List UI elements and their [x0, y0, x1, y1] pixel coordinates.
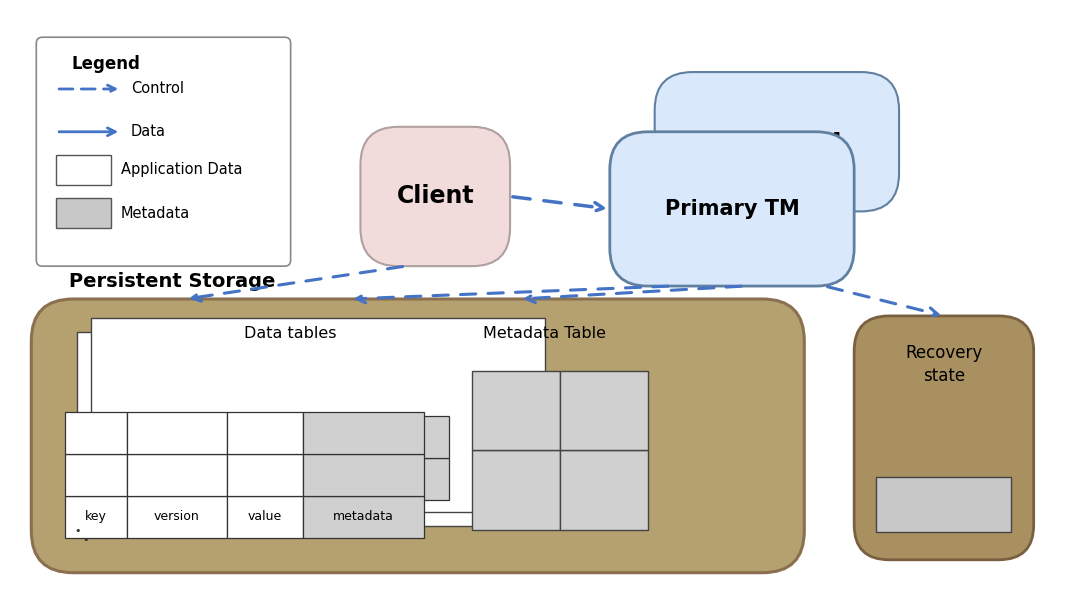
FancyBboxPatch shape — [655, 72, 899, 212]
Bar — [127, 454, 227, 496]
Text: Data tables: Data tables — [244, 327, 337, 342]
Text: Client: Client — [397, 185, 474, 209]
Text: metadata: metadata — [358, 473, 419, 486]
Bar — [65, 412, 127, 454]
Bar — [227, 412, 303, 454]
FancyBboxPatch shape — [31, 299, 804, 573]
Text: metadata: metadata — [333, 511, 393, 523]
Text: •: • — [82, 535, 88, 545]
Text: value: value — [273, 473, 307, 486]
Text: Recovery
state: Recovery state — [905, 344, 983, 386]
Bar — [227, 496, 303, 538]
Text: value: value — [247, 511, 281, 523]
Bar — [152, 417, 252, 458]
FancyBboxPatch shape — [360, 127, 510, 266]
Bar — [472, 451, 560, 530]
Text: Application Data: Application Data — [122, 162, 243, 177]
Text: Legend: Legend — [71, 55, 140, 73]
Text: •: • — [74, 526, 80, 536]
Text: Metadata: Metadata — [122, 206, 191, 221]
Bar — [56, 198, 111, 228]
Bar — [327, 458, 449, 500]
Text: Control: Control — [131, 82, 184, 97]
Text: key: key — [85, 511, 107, 523]
FancyBboxPatch shape — [610, 132, 854, 286]
Bar — [91, 458, 152, 500]
Bar — [252, 458, 327, 500]
Text: Persistent Storage: Persistent Storage — [69, 272, 276, 291]
Text: version: version — [155, 511, 199, 523]
Bar — [560, 451, 648, 530]
Bar — [91, 417, 152, 458]
Bar — [127, 412, 227, 454]
Text: Metadata Table: Metadata Table — [484, 327, 607, 342]
Bar — [876, 477, 1011, 532]
Bar — [327, 417, 449, 458]
Bar — [303, 454, 424, 496]
Text: version: version — [179, 473, 225, 486]
Bar — [472, 371, 560, 451]
Text: Data: Data — [131, 125, 166, 139]
Bar — [303, 412, 424, 454]
FancyBboxPatch shape — [77, 332, 531, 526]
Bar — [227, 454, 303, 496]
Text: key: key — [110, 473, 132, 486]
FancyBboxPatch shape — [92, 318, 545, 512]
Bar — [56, 155, 111, 185]
Text: Primary TM: Primary TM — [664, 199, 800, 219]
Text: Backup TM: Backup TM — [713, 132, 841, 152]
Bar — [252, 417, 327, 458]
Bar — [303, 496, 424, 538]
Bar — [65, 496, 127, 538]
Bar — [127, 496, 227, 538]
FancyBboxPatch shape — [36, 37, 291, 266]
FancyBboxPatch shape — [854, 316, 1034, 560]
Bar — [560, 371, 648, 451]
Bar — [65, 454, 127, 496]
Bar — [152, 458, 252, 500]
